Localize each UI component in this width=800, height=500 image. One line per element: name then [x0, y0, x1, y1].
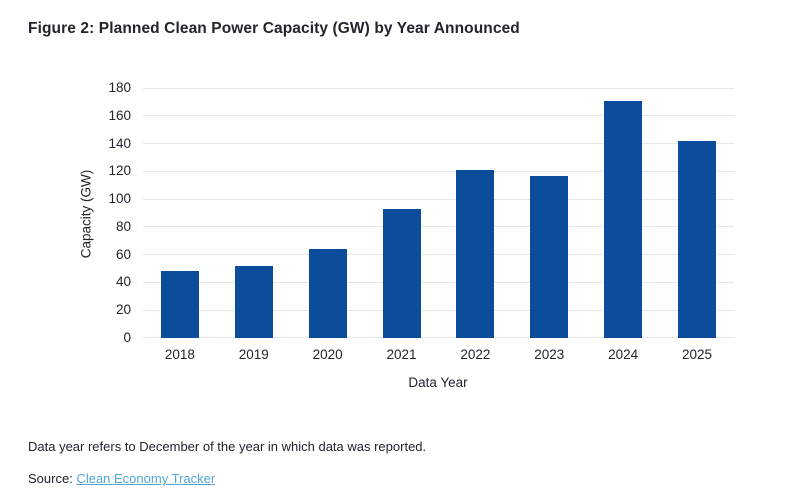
x-tick-label: 2025: [682, 347, 713, 362]
y-tick-label: 20: [115, 302, 131, 318]
x-tick-label: 2019: [238, 347, 269, 362]
x-axis-title: Data Year: [408, 375, 468, 390]
plot-area: [143, 88, 734, 338]
bar: [160, 271, 199, 338]
x-tick-label: 2021: [386, 347, 417, 362]
source-line: Source: Clean Economy Tracker: [28, 471, 215, 486]
y-axis-tick-labels: 0 20 40 60 80 100 120 140 160 180: [83, 80, 131, 345]
x-tick-label: 2022: [460, 347, 491, 362]
y-tick-label: 100: [108, 191, 131, 207]
y-tick-label: 160: [108, 107, 131, 123]
bar: [234, 265, 273, 338]
gridline: [143, 143, 734, 145]
x-tick-label: 2018: [164, 347, 195, 362]
bar: [382, 208, 421, 338]
gridline: [143, 309, 734, 311]
bar: [456, 169, 495, 338]
gridline: [143, 198, 734, 200]
figure-title: Figure 2: Planned Clean Power Capacity (…: [28, 20, 520, 37]
y-tick-label: 40: [115, 274, 131, 290]
bar: [604, 100, 643, 338]
gridline: [143, 281, 734, 283]
x-tick-label: 2024: [608, 347, 639, 362]
source-label: Source:: [28, 471, 73, 486]
bar: [308, 249, 347, 338]
gridline: [143, 115, 734, 117]
source-link[interactable]: Clean Economy Tracker: [76, 471, 216, 486]
gridline: [143, 88, 734, 89]
bar: [530, 175, 569, 338]
x-tick-label: 2020: [312, 347, 343, 362]
x-tick-label: 2023: [534, 347, 565, 362]
y-tick-label: 60: [115, 246, 131, 262]
bar: [678, 140, 717, 338]
y-tick-label: 0: [123, 330, 131, 345]
x-axis-tick-labels: 2018 2019 2020 2021 2022 2023 2024 2025: [143, 347, 734, 367]
y-tick-label: 140: [108, 135, 131, 151]
y-tick-label: 180: [108, 80, 131, 95]
y-tick-label: 120: [108, 163, 131, 179]
y-tick-label: 80: [115, 218, 131, 234]
gridline: [143, 254, 734, 256]
footnote: Data year refers to December of the year…: [28, 439, 427, 454]
gridline: [143, 170, 734, 172]
gridline: [143, 337, 734, 338]
gridline: [143, 226, 734, 228]
